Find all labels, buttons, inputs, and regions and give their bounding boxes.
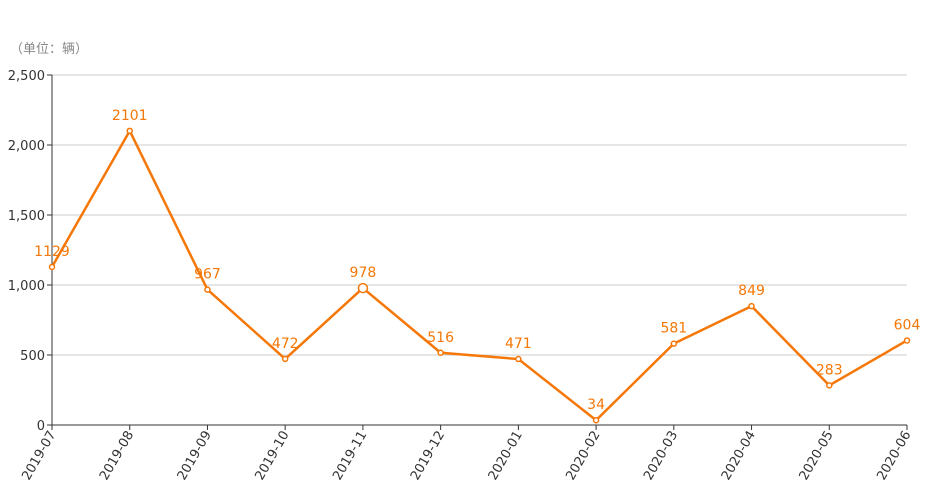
x-tick-label: 2020-04 [719,429,759,484]
data-point [281,355,289,363]
y-axis-ticks: 0 500 1,000 1,500 2,000 2,500 [8,69,52,434]
data-points [48,127,911,424]
data-point [357,282,369,294]
data-point [515,355,522,363]
unit-label: （单位：辆） [10,42,89,57]
x-tick-label: 2019-10 [252,429,292,484]
data-label: 471 [505,336,532,352]
data-label: 283 [816,362,843,378]
x-tick-label: 2020-01 [486,429,526,484]
y-tick-label: 0 [37,419,45,434]
data-label: 604 [894,317,921,333]
x-tick-label: 2020-06 [874,429,914,484]
x-tick-label: 2020-05 [797,429,837,484]
y-tick-label: 2,500 [8,69,45,84]
data-label: 472 [272,336,299,352]
x-tick-label: 2019-08 [97,429,137,484]
y-tick-label: 1,500 [8,209,45,224]
data-label: 967 [194,267,221,283]
y-tick-label: 2,000 [8,139,45,154]
y-tick-label: 500 [20,349,45,364]
data-label: 1129 [34,244,70,260]
axes [51,75,907,426]
data-label: 516 [427,330,454,346]
series-line [50,129,908,422]
data-label: 34 [587,397,605,413]
data-label: 581 [660,321,687,337]
x-tick-label: 2019-09 [175,429,215,484]
x-tick-label: 2020-02 [563,429,603,484]
data-point [592,416,600,424]
data-point [126,127,133,135]
x-axis-ticks: 2019-07 2019-08 2019-09 2019-10 2019-11 2019-… [19,425,914,483]
series-polyline [50,129,908,422]
data-label: 849 [738,283,765,299]
x-tick-label: 2020-03 [641,429,681,484]
data-point [204,286,211,293]
data-point [903,337,911,344]
y-tick-label: 1,000 [8,279,45,294]
x-tick-label: 2019-07 [19,429,59,484]
data-point [670,340,678,347]
data-label: 2101 [112,108,148,124]
data-labels: 1129 2101 967 472 978 516 471 34 581 849 283 604 [34,108,920,413]
data-point [826,382,833,389]
gridlines [52,74,907,356]
data-point [48,263,56,271]
data-point [437,349,444,357]
x-tick-label: 2019-11 [330,429,370,484]
data-label: 978 [350,265,377,281]
data-point [748,302,755,310]
x-tick-label: 2019-12 [408,429,448,484]
